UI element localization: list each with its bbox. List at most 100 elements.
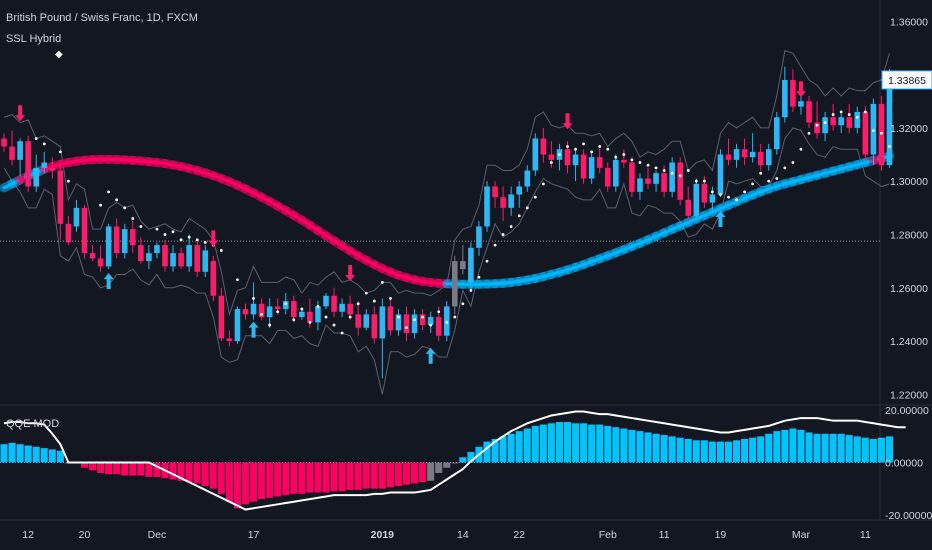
candle[interactable] <box>588 157 595 179</box>
last-price-label[interactable] <box>881 70 932 90</box>
candle[interactable] <box>516 186 522 195</box>
buy-signal-arrow[interactable] <box>715 211 726 228</box>
candle[interactable] <box>1 138 7 147</box>
candle[interactable] <box>299 311 305 318</box>
candle[interactable] <box>226 338 233 342</box>
qqe-bar[interactable] <box>24 445 32 463</box>
qqe-bar[interactable] <box>298 462 306 494</box>
qqe-bar[interactable] <box>241 462 250 505</box>
qqe-bar[interactable] <box>821 433 829 463</box>
candle[interactable] <box>274 306 281 310</box>
qqe-bar[interactable] <box>451 462 459 464</box>
qqe-bar[interactable] <box>427 462 435 481</box>
qqe-bar[interactable] <box>765 433 773 463</box>
symbol-title[interactable]: British Pound / Swiss Franc, 1D, FXCM <box>6 12 198 24</box>
qqe-bar[interactable] <box>724 441 733 463</box>
qqe-bar[interactable] <box>459 457 467 463</box>
qqe-bar[interactable] <box>741 438 749 463</box>
qqe-bar[interactable] <box>129 462 137 476</box>
qqe-bar[interactable] <box>314 462 322 493</box>
candle[interactable] <box>822 117 828 134</box>
candle[interactable] <box>307 311 313 323</box>
qqe-bar[interactable] <box>105 462 113 475</box>
qqe-bar[interactable] <box>773 431 781 463</box>
qqe-bar[interactable] <box>636 431 644 463</box>
qqe-bar[interactable] <box>56 450 64 463</box>
qqe-bar[interactable] <box>539 424 547 463</box>
candle[interactable] <box>572 154 579 166</box>
candle[interactable] <box>355 314 361 328</box>
candle[interactable] <box>500 197 506 208</box>
candle[interactable] <box>645 178 651 184</box>
candle[interactable] <box>749 151 756 158</box>
candle[interactable] <box>250 303 257 315</box>
candle[interactable] <box>484 186 490 227</box>
candle[interactable] <box>186 245 192 267</box>
qqe-bar[interactable] <box>306 462 314 493</box>
qqe-bar[interactable] <box>628 429 636 463</box>
candle[interactable] <box>621 159 627 163</box>
oscillator-label[interactable]: QQE MOD <box>6 418 60 430</box>
candle[interactable] <box>757 151 764 166</box>
candle[interactable] <box>121 229 128 254</box>
candle[interactable] <box>669 162 675 192</box>
candle[interactable] <box>25 141 31 187</box>
candle[interactable] <box>387 306 394 331</box>
qqe-bar[interactable] <box>250 462 258 502</box>
candle[interactable] <box>460 261 466 270</box>
candle[interactable] <box>162 245 168 267</box>
price-pane[interactable] <box>0 0 932 521</box>
candle[interactable] <box>323 295 329 307</box>
sell-signal-arrow[interactable] <box>795 81 806 98</box>
time-axis[interactable]: 12 20 Dec 17 2019 14 22 Feb 11 19 Mar 11 <box>22 529 871 541</box>
qqe-bar[interactable] <box>338 462 346 492</box>
candle[interactable] <box>548 154 555 160</box>
qqe-bar[interactable] <box>185 462 193 483</box>
candle[interactable] <box>765 149 772 166</box>
candle[interactable] <box>371 314 378 339</box>
candle[interactable] <box>717 154 724 195</box>
candle[interactable] <box>677 162 683 200</box>
qqe-bar[interactable] <box>386 462 394 488</box>
candle[interactable] <box>315 306 321 323</box>
candle[interactable] <box>41 162 48 168</box>
qqe-bar[interactable] <box>813 433 821 463</box>
qqe-bar[interactable] <box>48 449 56 463</box>
candle[interactable] <box>105 226 112 267</box>
qqe-bar[interactable] <box>596 424 604 463</box>
qqe-bar[interactable] <box>837 433 845 463</box>
qqe-bar[interactable] <box>563 421 572 463</box>
candle[interactable] <box>596 157 603 168</box>
qqe-bar[interactable] <box>89 462 97 471</box>
candle[interactable] <box>782 79 788 118</box>
candle[interactable] <box>653 173 659 184</box>
oscillator-pane[interactable] <box>0 410 906 511</box>
qqe-bar[interactable] <box>604 425 612 463</box>
qqe-bar[interactable] <box>32 446 40 463</box>
qqe-bar[interactable] <box>193 462 201 484</box>
buy-signal-arrow[interactable] <box>103 273 114 290</box>
candle[interactable] <box>178 253 184 267</box>
qqe-bar[interactable] <box>346 462 354 490</box>
candle[interactable] <box>395 314 402 331</box>
candle[interactable] <box>580 154 587 179</box>
qqe-bar[interactable] <box>330 462 338 492</box>
candle[interactable] <box>830 117 836 126</box>
candle[interactable] <box>725 154 732 160</box>
candle[interactable] <box>540 138 547 155</box>
qqe-bar[interactable] <box>16 444 24 463</box>
qqe-bar[interactable] <box>676 437 684 463</box>
qqe-bar[interactable] <box>572 423 580 463</box>
qqe-bar[interactable] <box>266 462 274 498</box>
candle[interactable] <box>419 314 426 326</box>
qqe-bar[interactable] <box>620 428 628 463</box>
candle[interactable] <box>604 167 611 187</box>
candle[interactable] <box>790 79 796 107</box>
candle[interactable] <box>339 303 345 312</box>
candle[interactable] <box>854 111 861 128</box>
candle[interactable] <box>452 261 458 307</box>
qqe-bar[interactable] <box>515 431 523 463</box>
qqe-bar[interactable] <box>684 438 692 463</box>
qqe-bar[interactable] <box>555 421 563 463</box>
